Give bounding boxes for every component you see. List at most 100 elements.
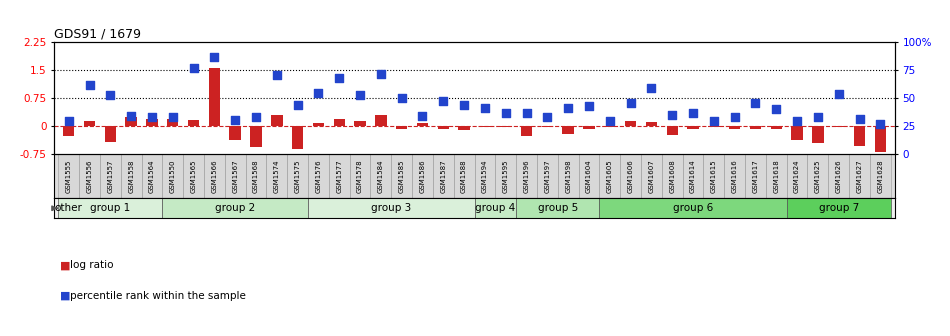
Text: GSM1627: GSM1627 (857, 159, 863, 193)
Text: GSM1586: GSM1586 (420, 159, 426, 193)
Bar (454, 154, 474, 198)
Point (852, 116, 867, 122)
Bar (579, 154, 599, 198)
Point (269, 73, 284, 78)
Point (873, 121, 888, 126)
Bar (625, 121, 636, 126)
Text: GSM1618: GSM1618 (773, 159, 779, 193)
Text: GSM1588: GSM1588 (461, 159, 467, 193)
Bar (750, 126, 761, 129)
Bar (604, 126, 616, 127)
Bar (204, 154, 225, 198)
Bar (79, 154, 100, 198)
Text: GSM1616: GSM1616 (732, 159, 737, 193)
Text: GSM1596: GSM1596 (523, 159, 529, 193)
Point (644, 85, 659, 90)
Bar (350, 154, 370, 198)
Point (144, 115, 160, 120)
Text: GSM1556: GSM1556 (86, 159, 92, 193)
Text: percentile rank within the sample: percentile rank within the sample (70, 291, 246, 301)
Bar (646, 122, 657, 126)
Text: GSM1550: GSM1550 (170, 159, 176, 193)
Text: GSM1606: GSM1606 (628, 159, 634, 193)
Text: group 2: group 2 (215, 203, 256, 213)
Point (436, 99, 451, 104)
Bar (417, 123, 428, 126)
Text: group 6: group 6 (673, 203, 713, 213)
Point (248, 115, 263, 120)
Bar (808, 154, 828, 198)
Point (332, 75, 347, 81)
Point (769, 106, 784, 112)
Bar (58, 198, 162, 218)
Text: GSM1617: GSM1617 (752, 159, 758, 193)
Bar (521, 126, 532, 136)
Point (82, 83, 97, 88)
Point (560, 105, 576, 111)
Point (477, 105, 492, 111)
Bar (870, 154, 891, 198)
Bar (516, 154, 537, 198)
Text: GSM1584: GSM1584 (378, 159, 384, 193)
Bar (433, 154, 454, 198)
Bar (849, 154, 870, 198)
Point (290, 102, 305, 108)
Bar (745, 154, 766, 198)
Text: group 3: group 3 (371, 203, 411, 213)
Text: GSM1626: GSM1626 (836, 159, 842, 193)
Bar (558, 154, 579, 198)
Bar (812, 126, 824, 143)
Point (457, 102, 472, 108)
Bar (562, 126, 574, 134)
Bar (412, 154, 433, 198)
Point (810, 115, 826, 120)
Point (686, 110, 701, 115)
Bar (537, 154, 558, 198)
Bar (833, 126, 845, 127)
Text: GSM1558: GSM1558 (128, 159, 134, 193)
Bar (479, 126, 490, 127)
Bar (391, 154, 412, 198)
Point (727, 115, 742, 120)
Text: GSM1557: GSM1557 (107, 159, 113, 193)
Bar (250, 126, 262, 147)
Bar (63, 126, 74, 136)
Text: GSM1567: GSM1567 (232, 159, 238, 193)
Bar (125, 118, 137, 126)
Text: GSM1604: GSM1604 (586, 159, 592, 193)
Point (61, 118, 76, 124)
Point (831, 91, 846, 97)
Point (394, 95, 409, 100)
Point (207, 54, 222, 59)
Bar (875, 126, 886, 153)
Bar (474, 198, 516, 218)
Text: group 1: group 1 (90, 203, 130, 213)
Bar (708, 126, 719, 127)
Bar (770, 126, 782, 129)
Text: GSM1555: GSM1555 (66, 159, 71, 193)
Text: GSM1566: GSM1566 (212, 159, 218, 193)
Bar (375, 115, 387, 126)
Point (748, 100, 763, 105)
Bar (667, 126, 678, 135)
Bar (370, 154, 391, 198)
Point (706, 119, 721, 124)
Bar (162, 154, 183, 198)
Text: GSM1614: GSM1614 (690, 159, 696, 193)
Text: GDS91 / 1679: GDS91 / 1679 (54, 28, 142, 41)
Text: other: other (54, 203, 83, 213)
Point (540, 115, 555, 120)
Bar (292, 126, 303, 149)
Bar (100, 154, 121, 198)
Point (228, 117, 243, 123)
Bar (683, 154, 703, 198)
Bar (703, 154, 724, 198)
Text: GSM1605: GSM1605 (607, 159, 613, 193)
Bar (271, 115, 282, 126)
Point (665, 113, 680, 118)
Text: GSM1564: GSM1564 (149, 159, 155, 193)
Bar (787, 198, 891, 218)
Text: GSM1615: GSM1615 (711, 159, 717, 193)
Bar (230, 126, 241, 140)
Bar (729, 126, 740, 129)
